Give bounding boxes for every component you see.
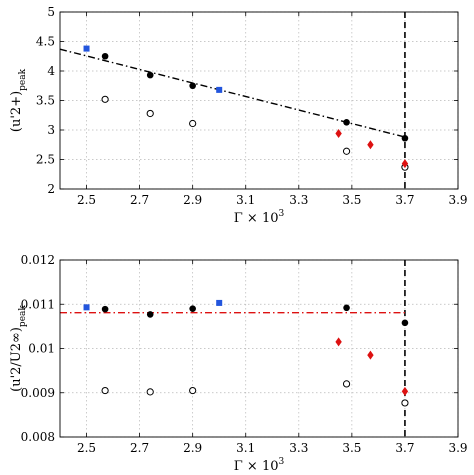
data-point-filled-circle [189, 305, 196, 312]
x-tick-label: 3.5 [342, 441, 361, 455]
data-point-filled-circle [189, 82, 196, 90]
y-tick-label: 0.01 [28, 342, 55, 356]
data-point-filled-circle [101, 305, 109, 313]
y-tick-label: 0.012 [21, 253, 55, 267]
x-tick-label: 3.3 [289, 193, 308, 207]
x-tick-label: 3.7 [395, 193, 414, 207]
y-tick-label: 4 [47, 64, 55, 78]
x-tick-label: 3.5 [342, 193, 361, 207]
y-tick-label: 0.008 [21, 430, 55, 444]
data-point-square [216, 299, 223, 306]
data-point-filled-circle [343, 119, 350, 126]
data-point-diamond [367, 140, 374, 150]
data-point-filled-circle [146, 311, 154, 318]
y-tick-label: 3.5 [36, 94, 55, 108]
axes-frame [59, 259, 459, 438]
data-point-diamond [401, 386, 409, 396]
x-tick-label: 2.5 [77, 441, 96, 455]
y-tick-label: 4.5 [36, 35, 55, 49]
chart-top-panel: 2.5 2.7 2.9 3.1 3.3 3.5 3.7 3.9 2 2.5 3 3.5 4 4.5 5 Γ ×… [9, 5, 468, 226]
y-tick-label: 2.5 [36, 153, 55, 167]
y-axis-label: (u'2/U2∞)peak [9, 305, 28, 392]
x-tick-label: 3.1 [236, 193, 255, 207]
data-point-filled-circle [146, 71, 154, 79]
data-point-open-circle [401, 399, 409, 407]
data-point-square [83, 45, 90, 52]
data-point-filled-circle [401, 134, 409, 142]
y-tick-label: 3 [47, 123, 55, 137]
x-axis-label: Γ × 103 [234, 209, 285, 226]
x-tick-label: 2.7 [130, 193, 149, 207]
data-point-open-circle [342, 147, 351, 155]
data-point-diamond [401, 159, 409, 169]
y-tick-label: 5 [47, 5, 55, 19]
axes-frame [59, 11, 459, 190]
data-point-filled-circle [343, 304, 350, 312]
y-tick-label: 0.011 [21, 297, 55, 311]
plot-area [60, 260, 458, 437]
x-tick-label: 3.9 [448, 193, 467, 207]
data-point-diamond [335, 337, 342, 347]
data-point-diamond [335, 129, 342, 139]
chart-bottom-panel: 2.5 2.7 2.9 3.1 3.3 3.5 3.7 3.9 0.008 0.009 0.01 0.… [9, 253, 468, 474]
y-tick-label: 0.009 [21, 386, 55, 400]
data-point-open-circle [189, 119, 197, 128]
x-tick-label: 2.7 [130, 441, 149, 455]
x-axis-label: Γ × 103 [234, 457, 285, 474]
x-tick-label: 3.7 [395, 441, 414, 455]
data-point-open-circle [342, 380, 351, 388]
x-tick-label: 2.9 [183, 441, 202, 455]
data-point-filled-circle [101, 52, 109, 60]
x-tick-label: 3.9 [448, 441, 467, 455]
data-point-open-circle [101, 95, 109, 103]
data-point-open-circle [146, 388, 154, 396]
data-point-square [83, 304, 90, 311]
x-tick-label: 3.1 [236, 441, 255, 455]
data-point-diamond [367, 350, 374, 360]
data-point-filled-circle [401, 319, 409, 327]
x-tick-label: 2.5 [77, 193, 96, 207]
y-tick-label: 2 [47, 182, 55, 196]
x-tick-label: 2.9 [183, 193, 202, 207]
data-point-open-circle [189, 386, 197, 395]
x-tick-label: 3.3 [289, 441, 308, 455]
y-axis-label: (u'2+)peak [9, 68, 28, 132]
data-point-open-circle [146, 109, 154, 118]
data-point-open-circle [101, 386, 109, 395]
data-point-square [216, 86, 223, 93]
